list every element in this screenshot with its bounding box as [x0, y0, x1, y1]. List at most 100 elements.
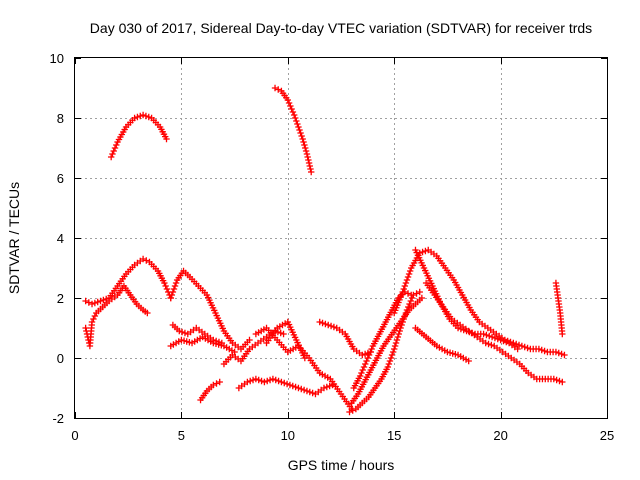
data-point	[552, 348, 560, 356]
data-point	[246, 336, 253, 344]
data-point	[406, 267, 414, 275]
data-point	[359, 351, 366, 359]
data-point	[406, 300, 413, 308]
data-point	[244, 378, 251, 386]
data-point	[162, 282, 169, 290]
data-point	[142, 112, 150, 120]
data-point	[109, 150, 116, 158]
data-point	[515, 341, 523, 349]
data-point	[363, 357, 370, 365]
data-point	[292, 114, 299, 122]
data-point	[330, 323, 338, 331]
data-point	[301, 354, 309, 362]
data-point	[216, 378, 223, 386]
data-point	[286, 381, 294, 389]
axis-ticks	[75, 58, 608, 419]
y-tick-label: 0	[57, 351, 64, 366]
y-tick-label: 6	[57, 171, 64, 186]
data-point	[480, 330, 487, 338]
data-point	[465, 357, 472, 365]
data-point	[178, 328, 186, 336]
x-axis-label: GPS time / hours	[288, 457, 395, 473]
data-point	[364, 354, 372, 362]
data-point	[389, 348, 397, 356]
data-point	[169, 288, 177, 296]
data-point	[559, 330, 566, 338]
data-point	[385, 360, 393, 368]
data-point	[391, 342, 399, 350]
data-point	[405, 303, 412, 311]
data-point	[275, 377, 282, 385]
data-point	[359, 366, 366, 374]
tick-labels: 0 5 10 15 20 25 -2 0 2 4 6 8 10	[50, 51, 615, 443]
series-arc-12	[263, 318, 309, 362]
data-point	[303, 150, 311, 158]
data-point	[518, 342, 526, 350]
data-point	[513, 340, 520, 348]
data-point	[307, 165, 314, 173]
plot-area	[82, 84, 568, 416]
data-point	[289, 108, 297, 116]
data-point	[488, 341, 495, 349]
data-point	[264, 377, 271, 385]
data-point	[131, 114, 138, 122]
series-arc-3	[82, 255, 174, 308]
data-point	[538, 346, 545, 354]
data-point	[91, 299, 99, 307]
data-point	[97, 297, 104, 305]
data-point	[393, 336, 401, 344]
data-point	[559, 378, 566, 386]
data-point	[249, 376, 257, 384]
series-arc-5	[167, 267, 253, 353]
data-point	[295, 384, 302, 392]
data-point	[405, 270, 413, 278]
x-tick-label: 20	[493, 428, 507, 443]
data-point	[361, 350, 369, 358]
data-point	[302, 147, 310, 155]
series-arc-19	[422, 279, 566, 386]
data-point	[386, 357, 394, 365]
data-point	[323, 383, 331, 391]
data-point	[521, 343, 528, 351]
data-point	[181, 329, 189, 337]
chart-title: Day 030 of 2017, Sidereal Day-to-day VTE…	[90, 20, 592, 36]
data-point	[326, 382, 333, 390]
data-point	[325, 321, 332, 329]
data-point	[368, 345, 375, 353]
data-point	[416, 288, 423, 296]
data-point	[302, 144, 309, 152]
data-point	[247, 377, 254, 385]
series-arc-1	[107, 111, 170, 161]
data-point	[358, 369, 365, 377]
data-point	[167, 294, 174, 302]
series-arc-15	[348, 294, 426, 407]
data-point	[419, 248, 426, 256]
data-point	[163, 135, 170, 143]
data-point	[553, 376, 560, 384]
data-point	[272, 376, 279, 384]
data-point	[367, 348, 374, 356]
data-point	[550, 375, 557, 383]
data-point	[388, 351, 396, 359]
grid	[75, 58, 607, 418]
series-arc-2	[271, 84, 315, 176]
x-tick-label: 0	[71, 428, 78, 443]
data-point	[483, 331, 490, 339]
data-point	[94, 298, 101, 306]
series-arc-20	[412, 324, 472, 365]
data-point	[297, 129, 304, 137]
data-point	[111, 144, 119, 152]
data-point	[303, 387, 311, 395]
data-point	[535, 345, 543, 353]
data-point	[402, 279, 410, 287]
data-point	[252, 375, 260, 383]
data-point	[356, 372, 364, 380]
data-point	[299, 135, 306, 143]
data-point	[422, 247, 429, 255]
data-point	[394, 333, 402, 341]
data-point	[82, 324, 89, 332]
series-arc-10	[235, 375, 336, 398]
data-point	[215, 338, 223, 346]
data-point	[301, 141, 308, 149]
